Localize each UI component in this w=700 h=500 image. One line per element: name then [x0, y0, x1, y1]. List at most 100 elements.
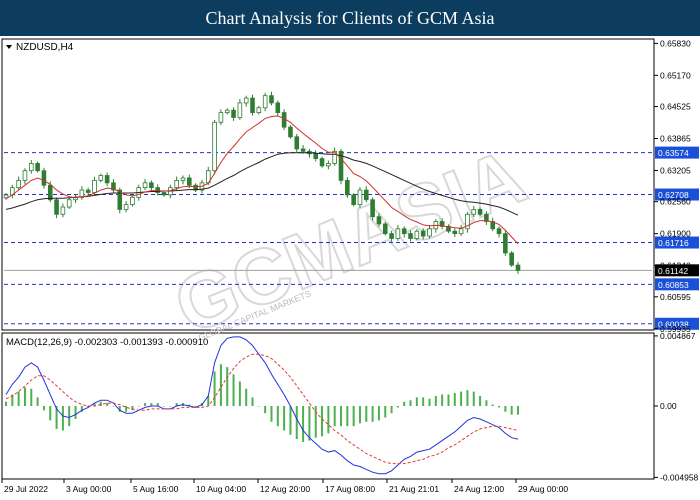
macd-hist-bar [144, 403, 147, 406]
candle-body [408, 233, 413, 239]
candle-body [3, 194, 9, 199]
macd-hist-bar [270, 406, 273, 422]
macd-hist-bar [106, 403, 109, 406]
candle-body [224, 109, 230, 114]
macd-hist-bar [163, 406, 166, 407]
macd-hist-bar [87, 406, 90, 408]
macd-title: MACD(12,26,9) -0.002303 -0.001393 -0.000… [6, 337, 208, 348]
candle-body [250, 97, 255, 114]
candle-body [275, 102, 281, 114]
candle-body [35, 163, 40, 172]
candle-body [351, 194, 356, 205]
candle-body [66, 199, 72, 208]
x-tick-label: 5 Aug 16:00 [133, 484, 179, 494]
current-price-label: 0.61142 [658, 266, 688, 276]
candle-body [338, 150, 344, 181]
candle-body [370, 199, 375, 218]
banner-title: Chart Analysis for Clients of GCM Asia [205, 7, 495, 28]
macd-hist-bar [118, 406, 121, 412]
candle-body [471, 209, 477, 215]
candle-body [149, 182, 154, 189]
macd-hist-bar [517, 406, 519, 415]
candle-body [363, 189, 369, 201]
x-tick-label: 10 Aug 04:00 [196, 484, 246, 494]
macd-hist-bar [295, 406, 298, 440]
candle-body [395, 228, 401, 239]
macd-hist-bar [396, 406, 399, 408]
candle-body [161, 192, 167, 196]
macd-hist-bar [125, 406, 128, 412]
candle-body [104, 175, 110, 184]
candle-body [85, 189, 91, 193]
macd-hist-bar [491, 404, 494, 406]
candle-body [218, 112, 224, 123]
price-tick-label: 0.63205 [660, 165, 691, 175]
candle-body [319, 158, 325, 167]
candle-body [345, 179, 350, 196]
candle-body [414, 230, 420, 239]
macd-hist-bar [74, 406, 77, 419]
candle-body [187, 177, 192, 186]
symbol-dropdown-icon[interactable] [6, 45, 12, 49]
level-price-label: 0.61716 [658, 238, 689, 248]
macd-hist-bar [371, 406, 374, 422]
candle-body [155, 187, 160, 193]
candle-body [515, 264, 521, 271]
level-price-label: 0.63574 [658, 148, 689, 158]
macd-hist-bar [498, 406, 501, 408]
price-panel [1, 38, 655, 331]
candle-body [465, 213, 470, 230]
ma-fast-line [5, 115, 519, 245]
macd-hist-bar [112, 406, 115, 407]
macd-hist-bar [321, 406, 324, 437]
macd-hist-bar [207, 395, 210, 406]
macd-hist-bar [441, 394, 444, 406]
candle-body [484, 213, 489, 222]
macd-hist-bar [327, 406, 330, 434]
macd-hist-bar [219, 364, 222, 406]
macd-hist-bar [131, 406, 134, 411]
x-tick-label: 24 Aug 12:00 [454, 484, 504, 494]
macd-hist-bar [472, 391, 475, 406]
candle-body [288, 126, 293, 138]
macd-hist-bar [213, 371, 216, 406]
price-tick-label: 0.64525 [660, 102, 691, 112]
macd-hist-bar [403, 401, 406, 406]
macd-hist-bar [384, 406, 387, 418]
macd-hist-bar [238, 381, 241, 406]
candle-body [231, 109, 236, 118]
candle-body [16, 179, 21, 189]
candle-body [92, 179, 97, 193]
macd-hist-bar [11, 394, 14, 406]
macd-hist-bar [415, 397, 418, 406]
candle-body [60, 206, 66, 215]
macd-hist-bar [232, 374, 235, 406]
candle-body [509, 252, 514, 266]
x-tick-label: 17 Aug 08:00 [325, 484, 375, 494]
candle-body [117, 189, 123, 210]
macd-hist-bar [245, 388, 248, 406]
level-price-box [655, 188, 699, 201]
macd-hist-bar [5, 401, 7, 406]
macd-hist-bar [55, 406, 58, 430]
macd-hist-bar [276, 406, 279, 427]
macd-hist-bar [188, 404, 191, 406]
macd-hist-bar [314, 406, 317, 438]
candle-body [256, 107, 262, 114]
macd-hist-bar [169, 406, 172, 407]
candle-body [452, 230, 458, 235]
candle-body [326, 163, 331, 167]
macd-tick-label: 0.004867 [660, 331, 696, 341]
candle-body [41, 170, 47, 186]
macd-hist-bar [80, 406, 83, 412]
candle-body [79, 189, 85, 198]
level-price-label: 0.62708 [658, 190, 689, 200]
candle-body [111, 182, 116, 191]
x-tick-label: 21 Aug 21:01 [389, 484, 439, 494]
candle-body [130, 196, 135, 205]
macd-hist-bar [42, 406, 45, 411]
macd-hist-bar [428, 398, 431, 406]
macd-hist-bar [390, 406, 393, 414]
macd-main-line [5, 336, 519, 475]
candle-body [262, 95, 268, 109]
